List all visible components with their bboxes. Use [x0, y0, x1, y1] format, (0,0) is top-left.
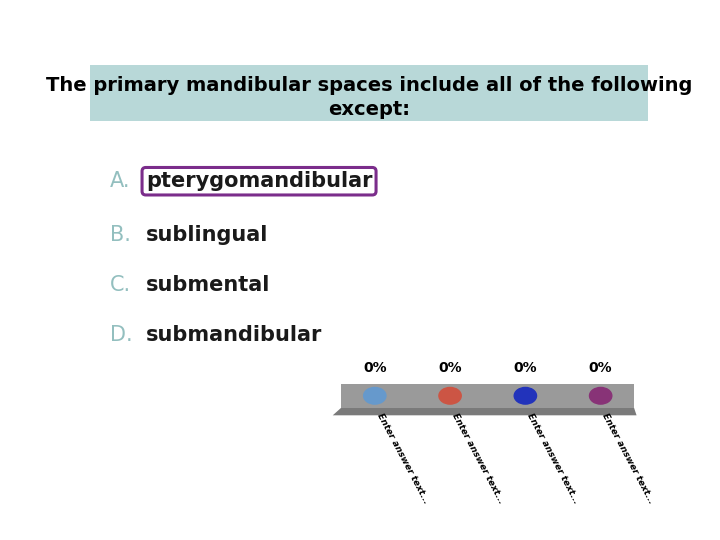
Text: Enter answer text...: Enter answer text... [600, 412, 656, 505]
Circle shape [364, 388, 386, 404]
Bar [90, 65, 648, 121]
Circle shape [439, 388, 462, 404]
Text: pterygomandibular: pterygomandibular [145, 171, 372, 191]
Text: C.: C. [109, 275, 130, 295]
Text: 0%: 0% [589, 361, 613, 375]
Text: 0%: 0% [513, 361, 537, 375]
Polygon shape [333, 408, 636, 415]
Text: 0%: 0% [438, 361, 462, 375]
Text: submandibular: submandibular [145, 325, 322, 345]
Text: sublingual: sublingual [145, 225, 268, 245]
Text: submental: submental [145, 275, 270, 295]
Bar [341, 384, 634, 408]
Text: except:: except: [328, 100, 410, 119]
Text: Enter answer text...: Enter answer text... [526, 412, 581, 505]
Text: B.: B. [109, 225, 130, 245]
Text: D.: D. [109, 325, 132, 345]
Text: Enter answer text...: Enter answer text... [450, 412, 505, 505]
Text: 0%: 0% [363, 361, 387, 375]
Text: A.: A. [109, 171, 130, 191]
Text: The primary mandibular spaces include all of the following: The primary mandibular spaces include al… [46, 76, 692, 95]
Text: Enter answer text...: Enter answer text... [375, 412, 430, 505]
Circle shape [590, 388, 612, 404]
Circle shape [514, 388, 536, 404]
